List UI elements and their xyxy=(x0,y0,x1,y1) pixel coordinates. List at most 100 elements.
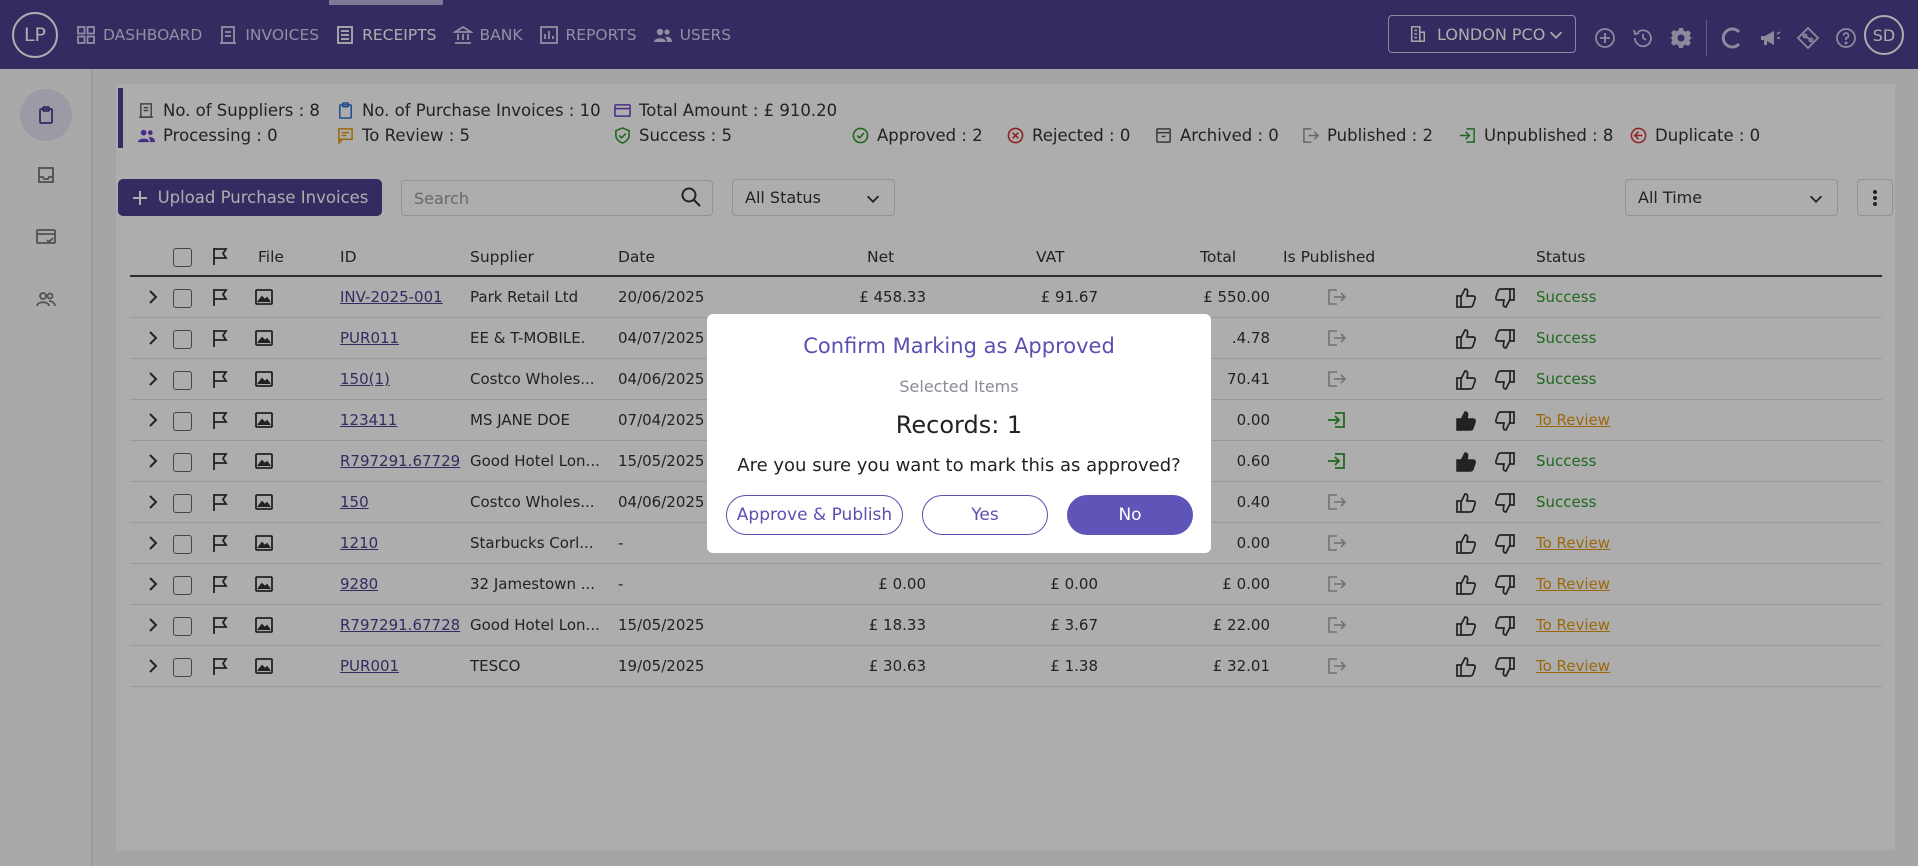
row-status[interactable]: To Review xyxy=(1536,616,1611,634)
row-id-link[interactable]: 123411 xyxy=(340,411,398,429)
help-icon[interactable] xyxy=(1827,23,1865,53)
image-icon[interactable] xyxy=(254,287,274,307)
image-icon[interactable] xyxy=(254,451,274,471)
row-id-link[interactable]: PUR011 xyxy=(340,329,400,347)
chevron-right-icon[interactable] xyxy=(145,371,161,387)
chevron-right-icon[interactable] xyxy=(145,330,161,346)
thumbs-up-icon[interactable] xyxy=(1455,287,1477,309)
chevron-right-icon[interactable] xyxy=(145,535,161,551)
select-all-checkbox[interactable] xyxy=(173,248,192,267)
row-checkbox[interactable] xyxy=(173,453,192,472)
nav-receipts[interactable]: RECEIPTS xyxy=(329,0,443,69)
add-icon[interactable] xyxy=(1586,23,1624,53)
row-id-link[interactable]: PUR001 xyxy=(340,657,400,675)
thumbs-down-icon[interactable] xyxy=(1494,533,1516,555)
chevron-right-icon[interactable] xyxy=(145,453,161,469)
row-id-link[interactable]: R797291.67728 xyxy=(340,616,461,634)
nav-reports[interactable]: REPORTS xyxy=(533,0,643,69)
flag-icon[interactable] xyxy=(210,451,230,471)
image-icon[interactable] xyxy=(254,410,274,430)
nav-bank[interactable]: BANK xyxy=(447,0,529,69)
thumbs-up-icon[interactable] xyxy=(1455,369,1477,391)
chevron-right-icon[interactable] xyxy=(145,658,161,674)
thumbs-down-icon[interactable] xyxy=(1494,451,1516,473)
row-checkbox[interactable] xyxy=(173,412,192,431)
megaphone-icon[interactable] xyxy=(1751,23,1789,53)
flag-icon[interactable] xyxy=(210,574,230,594)
col-id[interactable]: ID xyxy=(340,248,357,266)
thumbs-up-icon[interactable] xyxy=(1455,615,1477,637)
chevron-right-icon[interactable] xyxy=(145,576,161,592)
row-id-link[interactable]: 150(1) xyxy=(340,370,390,388)
row-checkbox[interactable] xyxy=(173,371,192,390)
flag-icon[interactable] xyxy=(210,369,230,389)
published-icon[interactable] xyxy=(1326,451,1348,471)
col-status[interactable]: Status xyxy=(1536,248,1586,266)
image-icon[interactable] xyxy=(254,492,274,512)
row-id-link[interactable]: 150 xyxy=(340,493,369,511)
brand-c-icon[interactable] xyxy=(1713,23,1751,53)
upload-purchase-invoices-button[interactable]: Upload Purchase Invoices xyxy=(118,179,382,216)
thumbs-up-icon[interactable] xyxy=(1455,451,1477,473)
diamond-link-icon[interactable] xyxy=(1789,23,1827,53)
flag-icon[interactable] xyxy=(210,492,230,512)
row-checkbox[interactable] xyxy=(173,658,192,677)
row-id-link[interactable]: 1210 xyxy=(340,534,379,552)
sidebar-item-receipts[interactable] xyxy=(20,89,72,141)
image-icon[interactable] xyxy=(254,533,274,553)
col-supplier[interactable]: Supplier xyxy=(470,248,534,266)
publish-icon[interactable] xyxy=(1326,328,1348,348)
nav-users[interactable]: USERS xyxy=(647,0,738,69)
publish-icon[interactable] xyxy=(1326,287,1348,307)
thumbs-up-icon[interactable] xyxy=(1455,574,1477,596)
col-total[interactable]: Total xyxy=(1200,248,1237,266)
company-selector[interactable]: LONDON PCO xyxy=(1388,15,1576,53)
flag-icon[interactable] xyxy=(210,615,230,635)
yes-button[interactable]: Yes xyxy=(922,495,1048,535)
thumbs-up-icon[interactable] xyxy=(1455,410,1477,432)
row-id-link[interactable]: INV-2025-001 xyxy=(340,288,443,306)
image-icon[interactable] xyxy=(254,369,274,389)
chevron-right-icon[interactable] xyxy=(145,412,161,428)
more-options-button[interactable] xyxy=(1857,179,1893,216)
table-row[interactable]: 1210 Starbucks Corl... - 0.00 To Review xyxy=(130,523,1882,564)
publish-icon[interactable] xyxy=(1326,533,1348,553)
thumbs-down-icon[interactable] xyxy=(1494,492,1516,514)
chevron-right-icon[interactable] xyxy=(145,494,161,510)
thumbs-up-icon[interactable] xyxy=(1455,328,1477,350)
row-checkbox[interactable] xyxy=(173,576,192,595)
flag-icon[interactable] xyxy=(210,656,230,676)
app-logo[interactable]: LP xyxy=(12,12,58,58)
sidebar-item-cards[interactable] xyxy=(20,211,72,263)
thumbs-down-icon[interactable] xyxy=(1494,574,1516,596)
flag-icon[interactable] xyxy=(210,533,230,553)
row-checkbox[interactable] xyxy=(173,494,192,513)
row-checkbox[interactable] xyxy=(173,617,192,636)
image-icon[interactable] xyxy=(254,574,274,594)
thumbs-up-icon[interactable] xyxy=(1455,533,1477,555)
history-icon[interactable] xyxy=(1624,23,1662,53)
row-checkbox[interactable] xyxy=(173,289,192,308)
status-filter-dropdown[interactable]: All Status xyxy=(732,179,895,216)
gear-icon[interactable] xyxy=(1662,23,1700,53)
publish-icon[interactable] xyxy=(1326,656,1348,676)
publish-icon[interactable] xyxy=(1326,492,1348,512)
row-status[interactable]: To Review xyxy=(1536,657,1611,675)
sidebar-item-users[interactable] xyxy=(20,273,72,325)
col-date[interactable]: Date xyxy=(618,248,656,266)
row-id-link[interactable]: R797291.67729 xyxy=(340,452,461,470)
row-checkbox[interactable] xyxy=(173,330,192,349)
col-net[interactable]: Net xyxy=(867,248,895,266)
published-icon[interactable] xyxy=(1326,410,1348,430)
approve-publish-button[interactable]: Approve & Publish xyxy=(726,495,903,535)
thumbs-down-icon[interactable] xyxy=(1494,410,1516,432)
user-avatar[interactable]: SD xyxy=(1864,15,1904,55)
flag-icon[interactable] xyxy=(210,328,230,348)
thumbs-down-icon[interactable] xyxy=(1494,328,1516,350)
no-button[interactable]: No xyxy=(1067,495,1193,535)
flag-icon[interactable] xyxy=(210,410,230,430)
thumbs-down-icon[interactable] xyxy=(1494,287,1516,309)
chevron-right-icon[interactable] xyxy=(145,289,161,305)
chevron-right-icon[interactable] xyxy=(145,617,161,633)
thumbs-up-icon[interactable] xyxy=(1455,656,1477,678)
